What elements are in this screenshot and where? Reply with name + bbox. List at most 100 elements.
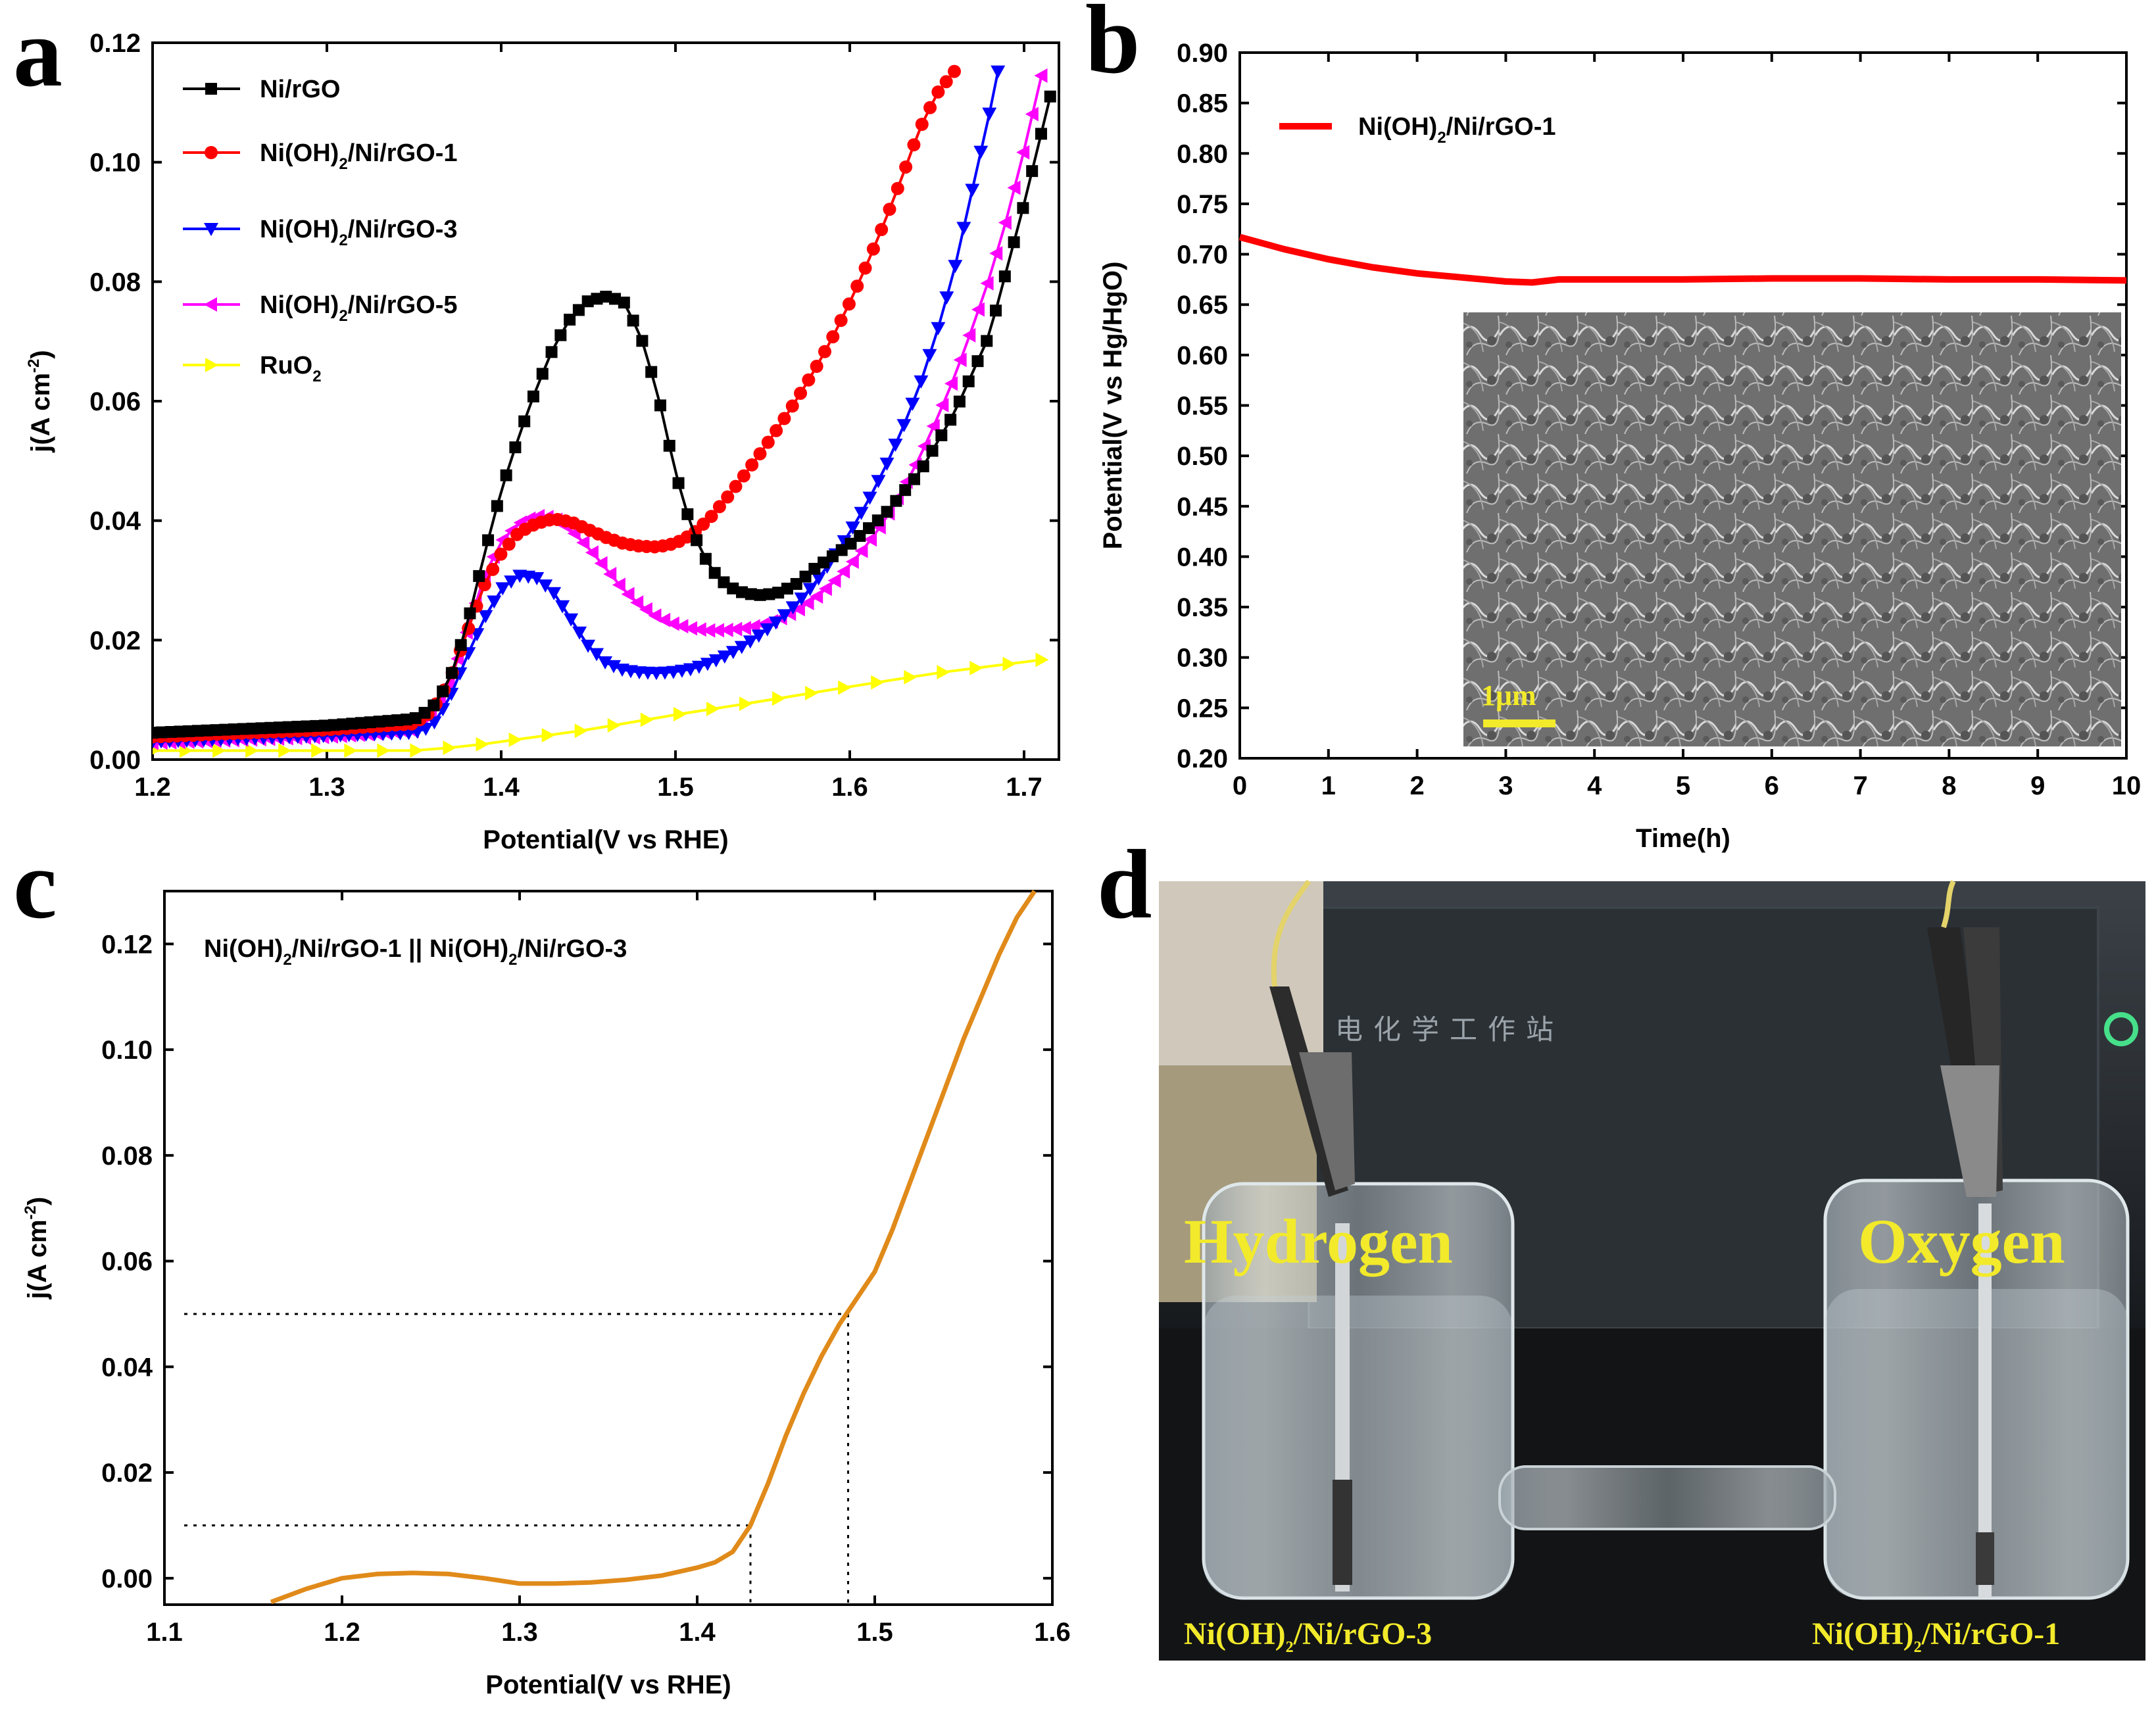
data-point bbox=[802, 583, 818, 596]
data-point bbox=[944, 414, 957, 426]
data-point bbox=[318, 719, 331, 732]
data-point bbox=[164, 725, 177, 738]
data-point bbox=[745, 588, 757, 600]
y-tick-label: 0.10 bbox=[101, 1036, 153, 1065]
legend-entry: Ni(OH)2/Ni/rGO-3 bbox=[260, 216, 457, 249]
data-point bbox=[973, 145, 989, 159]
data-point bbox=[564, 613, 579, 627]
data-point bbox=[837, 564, 850, 579]
data-point bbox=[739, 696, 752, 712]
x-tick-label: 0 bbox=[1233, 771, 1247, 800]
data-point bbox=[818, 556, 830, 569]
data-point bbox=[1002, 656, 1016, 671]
data-point bbox=[818, 581, 832, 596]
data-point bbox=[738, 621, 751, 636]
data-point bbox=[153, 746, 160, 755]
y-axis-title: j(A cm-2) bbox=[22, 1197, 52, 1300]
panel-d-letter: d bbox=[1097, 830, 1152, 939]
data-point bbox=[666, 666, 681, 679]
y-tick-label: 0.12 bbox=[89, 29, 141, 58]
y-axis-title: j(A cm-2) bbox=[25, 350, 55, 452]
legend-entry-part: /Ni/rGO-1 bbox=[1446, 113, 1556, 141]
x-tick-label: 9 bbox=[2030, 771, 2045, 800]
data-point bbox=[810, 589, 823, 604]
x-tick-label: 1.5 bbox=[657, 773, 694, 802]
data-point bbox=[443, 741, 456, 756]
y-tick-label: 0.02 bbox=[89, 626, 141, 655]
data-point bbox=[863, 522, 875, 535]
legend-entry-part: /Ni/rGO-3 bbox=[348, 216, 458, 243]
series-line bbox=[153, 658, 1042, 752]
data-point bbox=[594, 556, 608, 571]
series-line bbox=[153, 96, 1052, 735]
x-tick-label: 8 bbox=[1942, 771, 1956, 800]
y-tick-label: 0.50 bbox=[1177, 442, 1228, 471]
data-point bbox=[998, 270, 1011, 283]
left-catalyst-label: Ni(OH)2/Ni/rGO-3 bbox=[1184, 1616, 1432, 1656]
y-tick-label: 0.35 bbox=[1177, 593, 1228, 622]
legend-entry-part: /Ni/rGO-1 bbox=[348, 139, 458, 167]
data-point bbox=[718, 576, 730, 589]
data-point bbox=[962, 375, 975, 387]
legend-entry: Ni(OH)2/Ni/rGO-5 bbox=[260, 291, 457, 325]
data-point bbox=[811, 572, 826, 586]
legend-marker bbox=[205, 358, 218, 372]
data-point bbox=[990, 304, 1002, 317]
data-point bbox=[768, 616, 783, 630]
data-point bbox=[915, 118, 929, 132]
data-point bbox=[486, 562, 500, 576]
data-point bbox=[772, 587, 785, 599]
legend-entry-part: /Ni/rGO-5 bbox=[348, 291, 458, 319]
x-tick-label: 1.4 bbox=[679, 1618, 716, 1647]
data-point bbox=[153, 727, 159, 739]
data-point bbox=[344, 743, 358, 758]
data-point bbox=[545, 346, 558, 358]
data-point bbox=[854, 529, 866, 542]
y-tick-label: 0.00 bbox=[101, 1565, 153, 1593]
data-point bbox=[700, 658, 715, 671]
data-point bbox=[437, 685, 449, 698]
legend-entry-part: Ni(OH) bbox=[260, 216, 339, 243]
data-point bbox=[494, 547, 508, 561]
legend-marker bbox=[205, 146, 218, 159]
series-line bbox=[153, 71, 1000, 743]
data-point bbox=[174, 725, 186, 738]
y-tick-label: 0.12 bbox=[101, 930, 153, 959]
data-point bbox=[666, 616, 679, 631]
y-tick-label: 0.80 bbox=[1177, 139, 1228, 168]
data-point bbox=[704, 510, 718, 523]
data-point bbox=[273, 721, 285, 734]
data-point bbox=[845, 537, 857, 550]
data-point bbox=[971, 302, 985, 317]
y-tick-label: 0.70 bbox=[1177, 241, 1228, 270]
data-point bbox=[527, 390, 539, 402]
data-point bbox=[155, 726, 168, 739]
y-tick-label: 0.60 bbox=[1177, 341, 1228, 370]
data-point bbox=[581, 639, 596, 653]
data-point bbox=[581, 295, 594, 308]
data-point bbox=[574, 723, 588, 739]
data-point bbox=[702, 623, 716, 638]
chart-b: 0 1 2 3 4 5 6 7 8 9 10 0.20 0.25 0.30 0.35 0.40 0.45 0.50… bbox=[1098, 39, 2141, 853]
y-tick-label: 0.25 bbox=[1177, 694, 1228, 723]
data-point bbox=[998, 215, 1012, 230]
data-point bbox=[572, 626, 587, 640]
data-point bbox=[971, 355, 984, 368]
data-point bbox=[982, 107, 997, 121]
data-point bbox=[914, 375, 929, 389]
data-point bbox=[310, 719, 322, 732]
data-point bbox=[980, 276, 994, 291]
x-tick-label: 10 bbox=[2112, 771, 2142, 800]
data-point bbox=[935, 429, 948, 441]
data-point bbox=[591, 293, 603, 305]
data-point bbox=[640, 712, 654, 727]
data-point bbox=[589, 648, 604, 662]
y-tick-label: 0.10 bbox=[89, 149, 141, 178]
y-tick-label: 0.08 bbox=[89, 268, 141, 297]
right-catalyst-label: Ni(OH)2/Ni/rGO-1 bbox=[1812, 1616, 2060, 1656]
data-point bbox=[264, 721, 277, 734]
data-point bbox=[845, 522, 860, 535]
x-tick-label: 3 bbox=[1498, 771, 1513, 800]
sem-inset-image bbox=[1463, 312, 2121, 746]
data-point bbox=[491, 500, 503, 512]
